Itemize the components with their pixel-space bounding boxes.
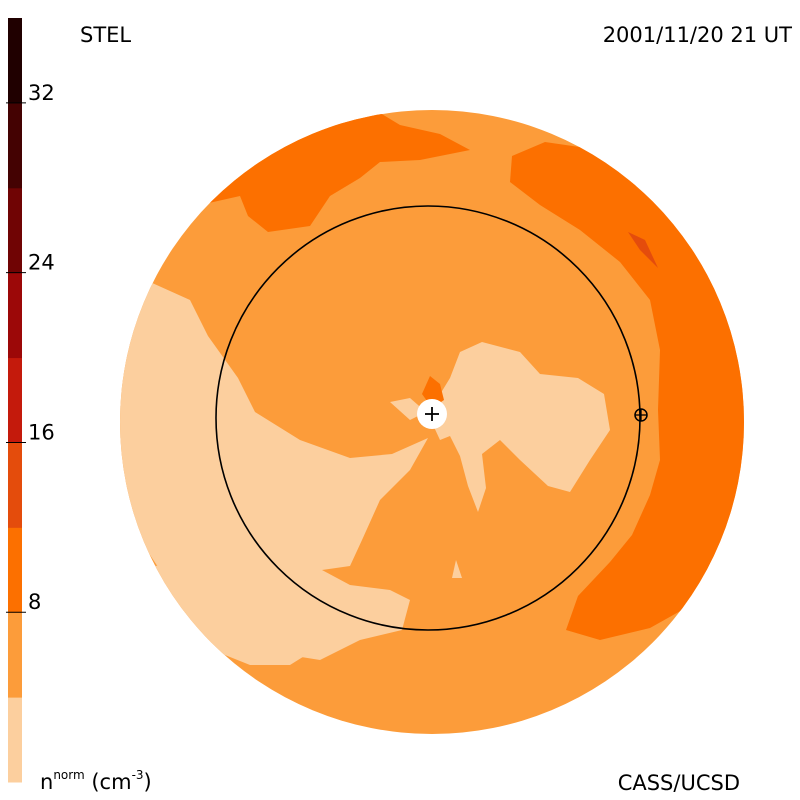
colorbar-ticks: 8 16 24 32 [6, 81, 55, 614]
unit-exponent: -3 [131, 768, 144, 782]
low-density-region-center [428, 342, 610, 512]
instrument-label: STEL [80, 23, 131, 47]
colorbar-level-2 [8, 527, 22, 613]
earth-marker [634, 408, 648, 422]
earth-orbit-circle [215, 205, 641, 631]
colorbar-level-6 [8, 187, 22, 274]
colorbar-level-7 [8, 102, 22, 189]
unit-base: n [40, 770, 54, 794]
colorbar-level-5 [8, 272, 22, 359]
low-density-region-west [120, 282, 428, 660]
datetime-label: 2001/11/20 21 UT [603, 23, 792, 47]
colorbar-tick-label: 24 [28, 251, 55, 275]
credit-label: CASS/UCSD [618, 771, 740, 795]
sun-plus-marker [417, 399, 447, 429]
unit-paren-open: (cm [91, 770, 132, 794]
colorbar-level-4 [8, 357, 22, 443]
unit-paren-close: ) [143, 770, 152, 794]
colorbar-tick-label: 32 [28, 81, 55, 105]
colorbar-level-0 [8, 697, 22, 783]
colorbar-tick-label: 16 [28, 420, 55, 444]
colorbar-tick-label: 8 [28, 590, 41, 614]
low-density-region-ray [390, 398, 426, 420]
colorbar-level-3 [8, 442, 22, 528]
density-disc [120, 110, 744, 734]
colorbar-level-8 [8, 18, 22, 104]
low-density-speck [452, 560, 462, 578]
colorbar-unit-label: nnorm (cm-3) [40, 768, 152, 794]
unit-superscript: norm [53, 768, 85, 782]
colorbar [8, 18, 22, 783]
peak-density-spot-east [628, 232, 658, 268]
colorbar-level-1 [8, 612, 22, 698]
